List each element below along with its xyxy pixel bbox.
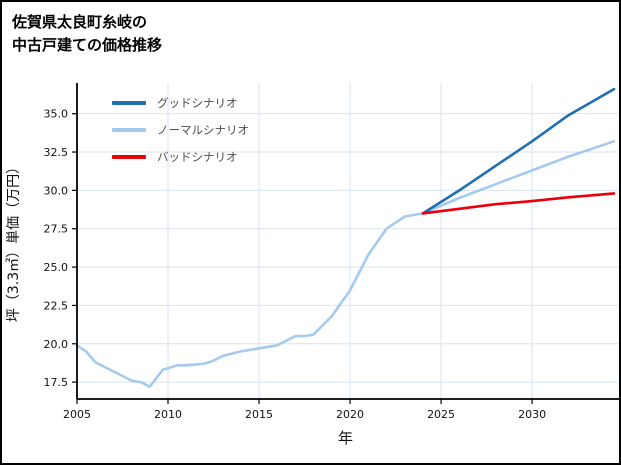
x-axis-label: 年	[338, 429, 353, 447]
line-chart: 2005 2010 2015 2020 2025 2030 17.5 20.0 22.5 25.0…	[6, 83, 619, 447]
chart-legend: グッドシナリオ ノーマルシナリオ バッドシナリオ	[112, 95, 249, 165]
y-tick-label: 22.5	[44, 299, 69, 312]
y-tick-label: 17.5	[44, 376, 69, 389]
legend-label: グッドシナリオ	[157, 96, 238, 110]
x-tick-label: 2020	[336, 408, 364, 421]
series-line-ノーマルシナリオ	[75, 140, 616, 389]
y-tick-label: 20.0	[44, 338, 69, 351]
chart-title: 佐賀県太良町糸岐の 中古戸建ての価格推移	[12, 11, 619, 56]
y-tick-label: 30.0	[44, 184, 69, 197]
x-tick-label: 2030	[518, 408, 546, 421]
legend-item: バッドシナリオ	[112, 149, 249, 165]
y-tick-label: 32.5	[44, 146, 69, 159]
x-tick-label: 2015	[245, 408, 273, 421]
chart-title-line1: 佐賀県太良町糸岐の	[12, 13, 148, 31]
chart-area: 2005 2010 2015 2020 2025 2030 17.5 20.0 22.5 25.0…	[2, 59, 619, 463]
legend-label: ノーマルシナリオ	[157, 123, 249, 137]
x-tick-label: 2010	[154, 408, 182, 421]
series-line-グッドシナリオ	[421, 87, 616, 215]
y-axis-label: 坪（3.3㎡）単価（万円）	[6, 160, 22, 322]
y-tick-label: 27.5	[44, 223, 69, 236]
x-tick-label: 2025	[427, 408, 455, 421]
y-tick-label: 35.0	[44, 108, 69, 121]
series-line-バッドシナリオ	[421, 192, 616, 215]
chart-title-line2: 中古戸建ての価格推移	[12, 35, 163, 54]
legend-item: ノーマルシナリオ	[112, 122, 249, 138]
y-tick-label: 25.0	[44, 261, 69, 274]
legend-line-swatch	[112, 128, 146, 132]
legend-item: グッドシナリオ	[112, 95, 249, 111]
legend-line-swatch	[112, 155, 146, 159]
x-tick-label: 2005	[63, 408, 91, 421]
legend-label: バッドシナリオ	[157, 150, 238, 164]
legend-line-swatch	[112, 101, 146, 105]
